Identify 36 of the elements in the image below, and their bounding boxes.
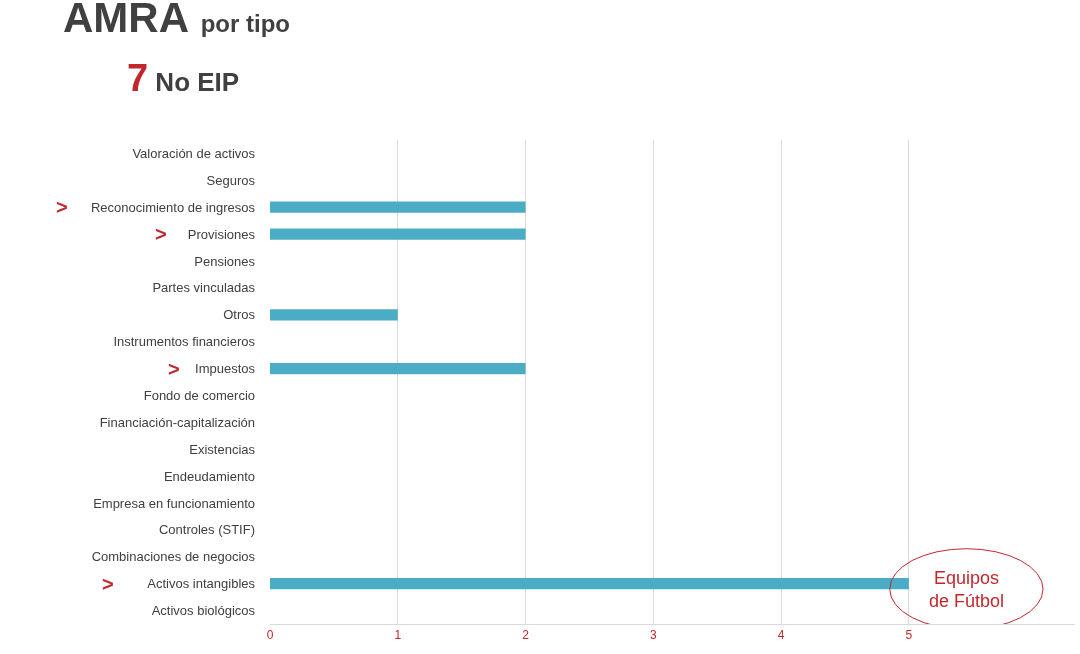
bar [270,309,398,321]
bar [270,201,526,213]
y-tick-label: Instrumentos financieros [113,334,256,350]
y-tick-label: Activos intangibles [147,576,256,592]
y-tick-label: Existencias [189,441,256,457]
y-tick-label: Financiación-capitalización [99,414,255,430]
y-tick-label: Empresa en funcionamiento [93,495,255,511]
text: > [56,196,68,218]
x-tick-label: 0 [266,628,274,643]
y-tick-label: Impuestos [195,361,256,377]
text: > [102,573,114,595]
y-tick-label: Activos biológicos [151,603,256,619]
bar [270,362,526,375]
text: > [155,223,167,245]
chart-subtitle: 7 No EIP [127,57,240,99]
y-tick-label: Combinaciones de negocios [91,549,256,565]
bar [270,578,909,590]
annotation: Equipos de Fútbol [929,568,1005,612]
y-tick-label: Provisiones [187,226,256,242]
text: > [168,358,180,380]
x-tick-label: 3 [649,628,657,643]
x-tick-label: 1 [394,628,402,643]
y-tick-label: Fondo de comercio [143,387,255,403]
y-tick-label: Otros [223,307,256,323]
x-tick-label: 5 [905,628,913,643]
y-tick-label: Endeudamiento [163,468,255,484]
y-tick-label: Reconocimiento de ingresos [90,199,256,215]
y-tick-label: Valoración de activos [132,145,256,161]
y-tick-label: Seguros [206,172,256,188]
y-tick-label: Pensiones [194,253,256,269]
y-tick-label: Partes vinculadas [152,280,256,296]
bar [270,228,526,240]
chart-title: AMRA por tipo [63,0,290,41]
x-tick-label: 4 [777,628,785,643]
x-tick-label: 2 [522,628,530,643]
y-tick-label: Controles (STIF) [158,522,255,538]
